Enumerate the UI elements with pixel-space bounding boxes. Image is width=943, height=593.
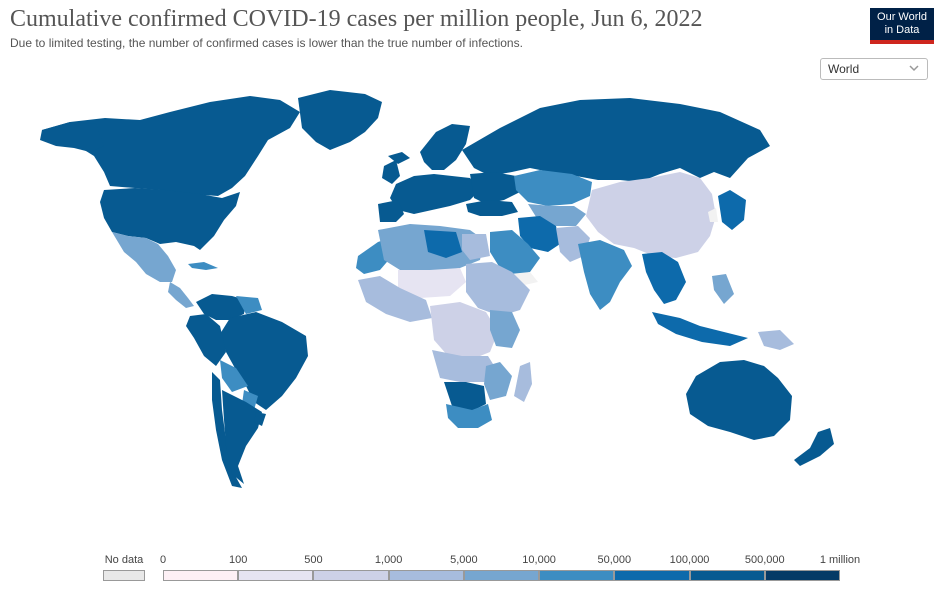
country-argentina[interactable] bbox=[222, 390, 262, 484]
country-madagascar[interactable] bbox=[514, 362, 532, 402]
legend-bin-swatch[interactable] bbox=[313, 570, 389, 581]
country-iran[interactable] bbox=[518, 216, 560, 252]
region-south-america[interactable] bbox=[186, 294, 308, 488]
legend-bin-label: 50,000 bbox=[597, 554, 632, 566]
color-legend: No data 0 100 500 1,000 5,000 10,000 50,000 100,… bbox=[0, 548, 943, 593]
chart-subtitle: Due to limited testing, the number of co… bbox=[10, 36, 523, 50]
country-mozambique-zimbabwe[interactable] bbox=[484, 362, 512, 400]
region-europe[interactable] bbox=[378, 98, 770, 222]
legend-bin-swatch[interactable] bbox=[539, 570, 615, 581]
legend-no-data-swatch[interactable] bbox=[103, 570, 145, 581]
country-guyana-suriname[interactable] bbox=[236, 296, 262, 314]
country-papua-new-guinea[interactable] bbox=[758, 330, 794, 350]
country-iberia[interactable] bbox=[378, 200, 404, 222]
country-east-africa[interactable] bbox=[490, 310, 520, 348]
country-sudan-ethiopia[interactable] bbox=[466, 262, 530, 316]
country-iceland[interactable] bbox=[388, 152, 410, 164]
country-chile[interactable] bbox=[212, 372, 242, 488]
legend-bin-swatch[interactable] bbox=[764, 570, 840, 581]
country-usa-alaska[interactable] bbox=[40, 122, 104, 152]
region-select[interactable]: World bbox=[820, 58, 928, 80]
country-kazakhstan[interactable] bbox=[514, 170, 592, 206]
legend-bin-swatch[interactable] bbox=[614, 570, 690, 581]
country-peru-ecuador[interactable] bbox=[186, 314, 226, 366]
chart-title: Cumulative confirmed COVID-19 cases per … bbox=[10, 6, 703, 32]
country-canada[interactable] bbox=[42, 96, 300, 196]
country-central-africa[interactable] bbox=[430, 302, 498, 360]
country-central-america[interactable] bbox=[168, 282, 194, 308]
region-africa[interactable] bbox=[356, 224, 532, 428]
country-cuba[interactable] bbox=[188, 262, 218, 270]
legend-no-data-label: No data bbox=[104, 554, 144, 566]
country-philippines[interactable] bbox=[712, 274, 734, 304]
logo-line-2: in Data bbox=[884, 24, 920, 36]
country-western-europe[interactable] bbox=[390, 174, 480, 214]
country-yemen[interactable] bbox=[510, 272, 538, 286]
logo-line-1: Our World bbox=[877, 11, 927, 23]
legend-bin-label: 100,000 bbox=[669, 554, 710, 566]
region-select-value: World bbox=[828, 62, 860, 76]
country-eastern-europe[interactable] bbox=[470, 172, 520, 204]
region-north-america[interactable] bbox=[40, 96, 300, 308]
country-colombia-venezuela[interactable] bbox=[196, 294, 246, 320]
chevron-down-icon bbox=[909, 65, 919, 72]
country-mongolia-china[interactable] bbox=[586, 172, 716, 258]
legend-bin-label: 5,000 bbox=[450, 554, 478, 566]
legend-bin-label: 10,000 bbox=[522, 554, 556, 566]
legend-bin-label: 500,000 bbox=[744, 554, 785, 566]
country-angola-zambia[interactable] bbox=[432, 350, 498, 382]
legend-bin-label: 1 million bbox=[819, 554, 861, 566]
country-scandinavia[interactable] bbox=[420, 124, 470, 170]
country-south-africa[interactable] bbox=[446, 404, 492, 428]
legend-bin-label: 500 bbox=[304, 554, 323, 566]
country-turkey[interactable] bbox=[466, 200, 518, 216]
country-india[interactable] bbox=[578, 240, 632, 310]
country-uk-ireland[interactable] bbox=[382, 160, 400, 184]
legend-bin-swatch[interactable] bbox=[238, 570, 314, 581]
country-sahel[interactable] bbox=[398, 268, 466, 298]
legend-bin-label: 100 bbox=[229, 554, 248, 566]
world-map[interactable] bbox=[0, 80, 943, 500]
country-russia[interactable] bbox=[462, 98, 770, 182]
country-new-zealand[interactable] bbox=[794, 428, 834, 466]
legend-bin-label: 0 bbox=[159, 554, 167, 566]
legend-bin-label: 1,000 bbox=[374, 554, 403, 566]
country-mexico[interactable] bbox=[112, 232, 176, 282]
legend-bin-swatch[interactable] bbox=[689, 570, 765, 581]
country-koreas[interactable] bbox=[708, 208, 718, 222]
legend-bin-swatch[interactable] bbox=[463, 570, 540, 581]
country-egypt[interactable] bbox=[462, 234, 490, 260]
legend-bin-swatch[interactable] bbox=[388, 570, 464, 581]
country-brazil[interactable] bbox=[220, 312, 308, 410]
country-southeast-asia[interactable] bbox=[642, 252, 686, 304]
country-uruguay[interactable] bbox=[254, 412, 266, 426]
country-west-africa[interactable] bbox=[358, 276, 432, 322]
country-australia[interactable] bbox=[686, 360, 792, 440]
country-usa[interactable] bbox=[100, 188, 240, 250]
country-indonesia[interactable] bbox=[652, 312, 748, 346]
owid-logo[interactable]: Our World in Data bbox=[870, 8, 934, 44]
legend-bin-swatch[interactable] bbox=[163, 570, 239, 581]
country-saudi-arabia[interactable] bbox=[490, 230, 540, 276]
country-libya[interactable] bbox=[424, 230, 462, 258]
country-bolivia[interactable] bbox=[220, 360, 248, 392]
country-korea-japan[interactable] bbox=[718, 190, 746, 230]
country-namibia-botswana[interactable] bbox=[444, 382, 486, 412]
country-greenland[interactable] bbox=[298, 90, 382, 150]
